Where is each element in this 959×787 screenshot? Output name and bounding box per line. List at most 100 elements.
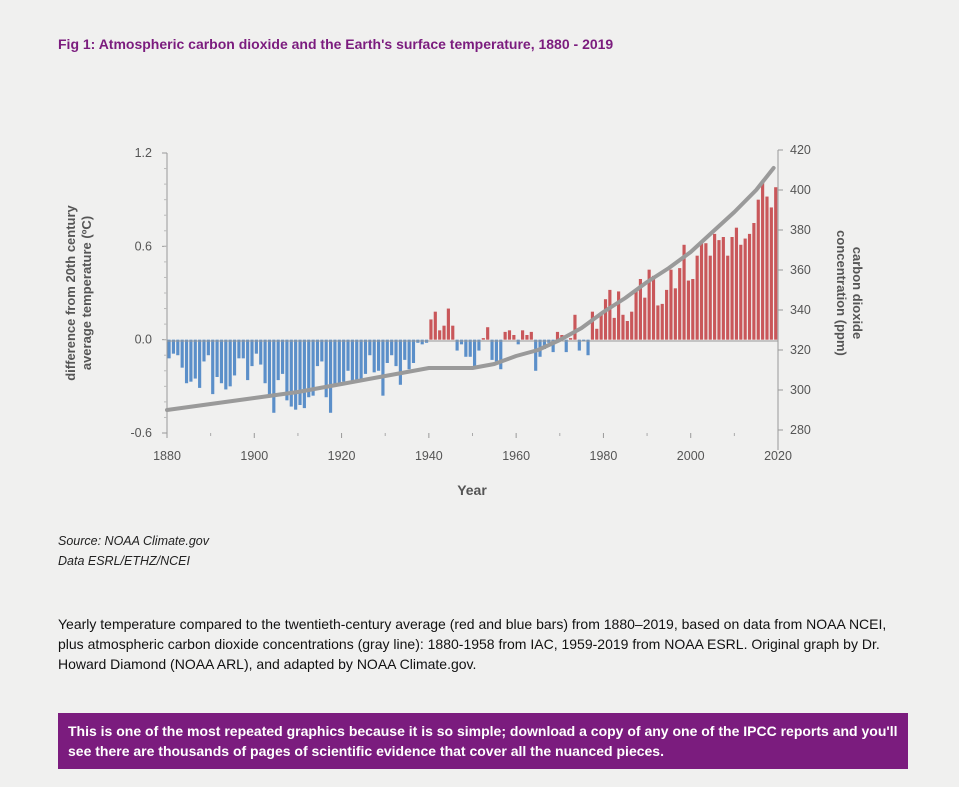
temperature-bar bbox=[198, 339, 202, 388]
temperature-bar bbox=[280, 339, 285, 374]
temperature-bar bbox=[678, 268, 682, 340]
temperature-bar bbox=[673, 288, 677, 340]
x-tick-label: 1900 bbox=[240, 449, 268, 463]
temperature-bar bbox=[499, 339, 503, 370]
temperature-bar bbox=[184, 339, 189, 384]
temperature-bar bbox=[171, 339, 176, 354]
temperature-bar bbox=[228, 339, 232, 387]
y2-tick-label: 360 bbox=[790, 263, 811, 277]
temperature-bar bbox=[595, 328, 599, 340]
temperature-bar bbox=[516, 339, 520, 345]
temperature-bar bbox=[647, 269, 651, 340]
temperature-bar bbox=[320, 339, 324, 362]
y2-tick-label: 420 bbox=[790, 143, 811, 157]
temperature-bar bbox=[372, 339, 376, 373]
figure-caption: Yearly temperature compared to the twent… bbox=[58, 616, 887, 672]
temperature-bar bbox=[298, 339, 302, 405]
temperature-bar bbox=[577, 339, 581, 351]
temperature-bar bbox=[350, 339, 354, 384]
temperature-bar bbox=[451, 325, 455, 340]
x-axis-title: Year bbox=[457, 482, 487, 498]
x-tick-label: 2000 bbox=[677, 449, 705, 463]
temperature-bar bbox=[473, 339, 477, 367]
data-source-line: Data ESRL/ETHZ/NCEI bbox=[58, 554, 190, 568]
figure-title: Fig 1: Atmospheric carbon dioxide and th… bbox=[58, 36, 614, 52]
temperature-bar bbox=[193, 339, 197, 379]
x-tick-label: 1980 bbox=[590, 449, 618, 463]
temperature-bar bbox=[699, 241, 704, 340]
temperature-bar bbox=[617, 291, 621, 340]
temperature-bar bbox=[747, 233, 752, 340]
y-tick-label: -0.6 bbox=[130, 426, 152, 440]
temperature-bar bbox=[708, 255, 712, 340]
temperature-bar bbox=[542, 339, 546, 349]
temperature-bar bbox=[311, 339, 315, 396]
temperature-bar bbox=[721, 237, 725, 340]
temperature-bar bbox=[215, 339, 219, 377]
temperature-bar bbox=[307, 339, 311, 398]
temperature-bar bbox=[525, 335, 529, 340]
temperature-bar bbox=[407, 339, 411, 370]
temperature-bar bbox=[294, 339, 298, 410]
temperature-bar bbox=[420, 339, 424, 345]
temperature-bar bbox=[206, 339, 210, 356]
temperature-bar bbox=[272, 339, 276, 413]
temperature-bar bbox=[608, 289, 612, 340]
temperature-bar bbox=[250, 339, 254, 367]
temperature-bar bbox=[774, 187, 778, 340]
temperature-bar bbox=[590, 311, 594, 340]
y2-axis-ticks: 420 400 380 360 340 320 300 280 bbox=[778, 143, 811, 437]
temperature-bar bbox=[599, 314, 603, 340]
temperature-bar bbox=[521, 330, 525, 340]
y2-tick-label: 380 bbox=[790, 223, 811, 237]
y2-tick-label: 340 bbox=[790, 303, 811, 317]
temperature-bar bbox=[241, 339, 245, 359]
temperature-bar bbox=[612, 317, 616, 340]
temperature-bar bbox=[695, 255, 699, 340]
x-tick-label: 1960 bbox=[502, 449, 530, 463]
temperature-bar bbox=[734, 227, 739, 340]
temperature-bar bbox=[232, 339, 237, 376]
temperature-bar bbox=[263, 339, 267, 384]
temperature-bar bbox=[224, 339, 228, 390]
temperature-bar bbox=[564, 339, 568, 353]
temperature-bar bbox=[390, 339, 394, 356]
source-note: Source: NOAA Climate.gov Data ESRL/ETHZ/… bbox=[58, 531, 209, 571]
temperature-bar bbox=[211, 339, 215, 395]
temperature-bar bbox=[477, 339, 481, 351]
temperature-bar bbox=[621, 314, 625, 340]
temperature-bar bbox=[586, 339, 590, 356]
temperature-bar bbox=[752, 223, 756, 340]
temperature-bar bbox=[638, 279, 642, 340]
temperature-bar bbox=[289, 339, 293, 407]
temperature-bar bbox=[765, 196, 769, 340]
temperature-bar bbox=[411, 339, 416, 363]
temperature-bar bbox=[669, 269, 673, 340]
temperature-bar bbox=[660, 303, 664, 340]
temperature-bar bbox=[686, 280, 691, 340]
temperature-bar bbox=[381, 339, 385, 396]
y2-tick-label: 280 bbox=[790, 423, 811, 437]
callout-box: This is one of the most repeated graphic… bbox=[58, 713, 908, 769]
temperature-bar bbox=[603, 299, 608, 340]
y2-axis-title: carbon dioxideconcentration (ppm) bbox=[834, 230, 865, 356]
y-tick-label: 1.2 bbox=[135, 146, 152, 160]
source-line: Source: NOAA Climate.gov bbox=[58, 534, 209, 548]
x-tick-label: 1940 bbox=[415, 449, 443, 463]
temperature-bar bbox=[337, 339, 341, 384]
temperature-bar bbox=[328, 339, 333, 413]
temperature-bar bbox=[403, 339, 407, 360]
y-axis-title: difference from 20th centuryaverage temp… bbox=[63, 204, 94, 380]
temperature-bar bbox=[219, 339, 224, 384]
temperature-bar bbox=[363, 339, 368, 374]
temperature-bar bbox=[267, 339, 272, 398]
temperature-bar bbox=[385, 339, 389, 363]
temperature-bar bbox=[464, 339, 468, 357]
temperature-bar bbox=[569, 338, 573, 340]
temperature-bar bbox=[429, 319, 433, 340]
temperature-bar bbox=[355, 339, 359, 381]
x-tick-label: 1880 bbox=[153, 449, 181, 463]
temperature-bar bbox=[376, 339, 381, 371]
temperature-bar bbox=[761, 182, 765, 340]
temperature-bar bbox=[433, 311, 437, 340]
